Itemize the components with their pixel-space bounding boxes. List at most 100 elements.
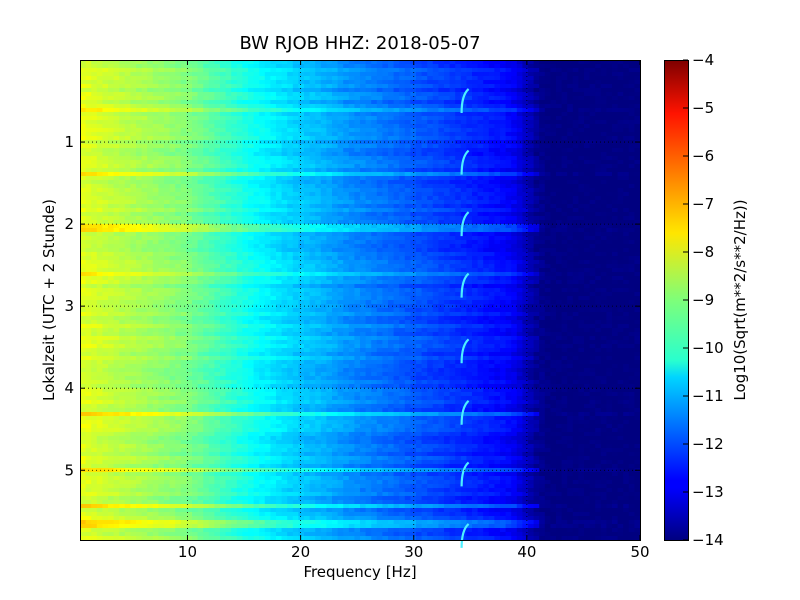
spectrogram-cell: [500, 180, 507, 185]
spectrogram-cell: [421, 252, 428, 257]
spectrogram-cell: [444, 192, 451, 197]
spectrogram-cell: [511, 220, 518, 225]
spectrogram-cell: [102, 84, 109, 89]
spectrogram-cell: [119, 244, 126, 249]
spectrogram-cell: [169, 220, 176, 225]
spectrogram-cell: [533, 252, 540, 257]
spectrogram-cell: [320, 128, 327, 133]
spectrogram-cell: [600, 100, 607, 105]
spectrogram-cell: [371, 80, 378, 85]
spectrogram-cell: [248, 148, 255, 153]
spectrogram-cell: [556, 248, 563, 253]
spectrogram-cell: [130, 164, 137, 169]
spectrogram-cell: [404, 124, 411, 129]
spectrogram-cell: [281, 200, 288, 205]
spectrogram-cell: [348, 92, 355, 97]
spectrogram-cell: [214, 64, 221, 69]
spectrogram-cell: [634, 160, 641, 165]
spectrogram-cell: [376, 92, 383, 97]
spectrogram-cell: [197, 188, 204, 193]
spectrogram-cell: [376, 160, 383, 165]
spectrogram-cell: [130, 76, 137, 81]
spectrogram-cell: [460, 124, 467, 129]
spectrogram-cell: [488, 160, 495, 165]
spectrogram-cell: [152, 148, 159, 153]
spectrogram-cell: [606, 176, 613, 181]
spectrogram-cell: [119, 224, 126, 229]
spectrogram-cell: [287, 184, 294, 189]
spectrogram-cell: [388, 188, 395, 193]
spectrogram-cell: [298, 240, 305, 245]
spectrogram-cell: [505, 68, 512, 73]
spectrogram-cell: [113, 64, 120, 69]
spectrogram-cell: [91, 84, 98, 89]
spectrogram-cell: [287, 152, 294, 157]
spectrogram-cell: [175, 84, 182, 89]
spectrogram-cell: [186, 144, 193, 149]
spectrogram-cell: [584, 256, 591, 261]
spectrogram-cell: [416, 76, 423, 81]
spectrogram-cell: [259, 160, 266, 165]
spectrogram-cell: [276, 100, 283, 105]
spectrogram-cell: [248, 244, 255, 249]
spectrogram-cell: [287, 136, 294, 141]
spectrogram-cell: [600, 132, 607, 137]
spectrogram-cell: [623, 212, 630, 217]
spectrogram-cell: [304, 144, 311, 149]
spectrogram-cell: [421, 224, 428, 229]
spectrogram-cell: [164, 180, 171, 185]
spectrogram-cell: [404, 188, 411, 193]
spectrogram-cell: [320, 168, 327, 173]
spectrogram-cell: [192, 156, 199, 161]
spectrogram-cell: [287, 224, 294, 229]
spectrogram-cell: [214, 148, 221, 153]
spectrogram-cell: [584, 144, 591, 149]
spectrogram-cell: [292, 244, 299, 249]
spectrogram-cell: [276, 196, 283, 201]
spectrogram-cell: [404, 152, 411, 157]
spectrogram-cell: [242, 168, 249, 173]
spectrogram-cell: [175, 128, 182, 133]
spectrogram-cell: [287, 104, 294, 109]
spectrogram-cell: [578, 212, 585, 217]
spectrogram-cell: [477, 164, 484, 169]
spectrogram-cell: [584, 84, 591, 89]
spectrogram-cell: [158, 128, 165, 133]
spectrogram-cell: [455, 216, 462, 221]
spectrogram-cell: [410, 136, 417, 141]
spectrogram-cell: [371, 64, 378, 69]
spectrogram-cell: [315, 60, 322, 65]
spectrogram-cell: [528, 220, 535, 225]
spectrogram-cell: [483, 216, 490, 221]
spectrogram-cell: [595, 116, 602, 121]
spectrogram-cell: [287, 140, 294, 145]
spectrogram-cell: [141, 200, 148, 205]
spectrogram-cell: [108, 236, 115, 241]
spectrogram-cell: [427, 116, 434, 121]
spectrogram-cell: [315, 132, 322, 137]
spectrogram-cell: [455, 116, 462, 121]
spectrogram-cell: [500, 140, 507, 145]
spectrogram-cell: [225, 184, 232, 189]
spectrogram-cell: [242, 88, 249, 93]
spectrogram-cell: [108, 60, 115, 65]
spectrogram-cell: [141, 164, 148, 169]
spectrogram-cell: [600, 200, 607, 205]
spectrogram-cell: [578, 232, 585, 237]
spectrogram-cell: [365, 160, 372, 165]
spectrogram-cell: [203, 212, 210, 217]
spectrogram-cell: [427, 92, 434, 97]
spectrogram-cell: [343, 164, 350, 169]
spectrogram-cell: [304, 224, 311, 229]
spectrogram-cell: [220, 144, 227, 149]
spectrogram-cell: [360, 228, 367, 233]
spectrogram-cell: [225, 200, 232, 205]
spectrogram-cell: [253, 148, 260, 153]
spectrogram-cell: [466, 156, 473, 161]
spectrogram-cell: [438, 188, 445, 193]
spectrogram-cell: [556, 112, 563, 117]
spectrogram-cell: [85, 168, 92, 173]
spectrogram-cell: [264, 200, 271, 205]
spectrogram-cell: [203, 244, 210, 249]
spectrogram-cell: [617, 248, 624, 253]
